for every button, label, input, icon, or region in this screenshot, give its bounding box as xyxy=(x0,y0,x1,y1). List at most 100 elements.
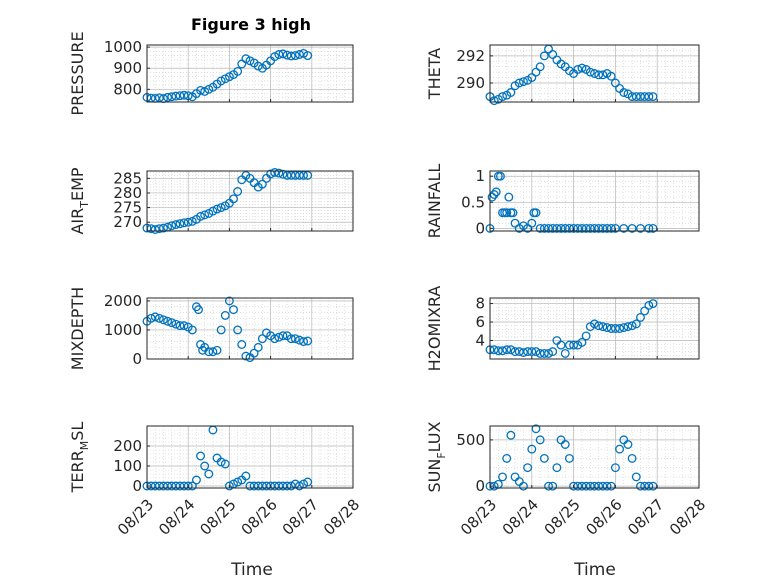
data-point xyxy=(216,76,226,86)
data-point xyxy=(598,223,608,233)
data-point xyxy=(498,92,507,102)
data-point xyxy=(183,217,193,227)
data-point xyxy=(257,334,267,344)
axes-background xyxy=(490,426,699,488)
data-point xyxy=(278,49,288,59)
data-point xyxy=(204,347,214,357)
data-point xyxy=(229,305,238,315)
data-point xyxy=(196,451,206,461)
axes-frame xyxy=(146,297,354,360)
y-tick-label: 280 xyxy=(113,184,142,202)
axes-frame xyxy=(146,44,354,103)
data-point xyxy=(552,463,562,473)
data-point xyxy=(619,88,629,97)
data-point xyxy=(527,218,537,228)
data-point xyxy=(299,337,309,347)
data-point xyxy=(544,349,553,358)
data-point xyxy=(552,223,562,233)
data-point xyxy=(270,168,280,177)
data-point xyxy=(241,351,251,361)
data-point xyxy=(544,481,553,491)
data-point xyxy=(233,477,243,487)
data-point xyxy=(171,319,181,329)
data-point xyxy=(224,481,234,491)
data-point xyxy=(527,347,537,357)
data-point xyxy=(577,337,587,347)
data-point xyxy=(535,223,545,233)
data-point xyxy=(504,192,514,202)
y-tick-label: 4 xyxy=(475,332,485,350)
data-point xyxy=(535,62,545,72)
y-tick-label: 285 xyxy=(113,169,142,187)
data-point xyxy=(594,223,604,233)
data-point xyxy=(299,48,309,58)
data-point xyxy=(224,72,234,82)
y-tick-label: 500 xyxy=(456,431,485,449)
data-point xyxy=(220,459,230,469)
axes-frame xyxy=(489,170,700,232)
data-point xyxy=(527,73,537,83)
y-tick-label: 900 xyxy=(113,59,142,77)
y-tick-label: 0 xyxy=(132,350,142,368)
y-axis-label: TERRMSL xyxy=(68,422,91,494)
data-point xyxy=(531,347,541,357)
data-point xyxy=(640,306,650,316)
data-point xyxy=(278,169,288,179)
data-point xyxy=(241,54,251,64)
data-point xyxy=(602,481,612,491)
data-point xyxy=(548,347,558,357)
data-point xyxy=(249,348,259,358)
data-point xyxy=(577,481,587,491)
data-point xyxy=(253,342,263,352)
y-axis-label: RAINFALL xyxy=(425,164,444,239)
subplot-h2omixra: 468 H2OMIXRA xyxy=(425,286,700,371)
data-point xyxy=(539,223,549,233)
y-axis-label: THETA xyxy=(425,48,444,100)
y-tick-label: 0 xyxy=(475,477,485,495)
data-point xyxy=(548,223,558,233)
data-point xyxy=(569,481,579,491)
data-point xyxy=(257,179,267,189)
data-point xyxy=(237,340,247,349)
data-point xyxy=(535,349,545,358)
data-point xyxy=(577,223,587,233)
data-point xyxy=(224,296,234,306)
x-tick-label: 08/26 xyxy=(238,496,281,539)
data-point xyxy=(598,322,608,332)
data-point xyxy=(560,223,570,233)
data-point xyxy=(163,316,173,326)
data-point xyxy=(594,481,604,491)
y-tick-label: 292 xyxy=(456,47,485,65)
y-tick-label: 8 xyxy=(475,295,485,313)
data-point xyxy=(194,305,203,315)
data-point xyxy=(648,92,658,102)
data-point xyxy=(569,223,579,233)
y-axis-label: PRESSURE xyxy=(68,31,87,115)
data-point xyxy=(290,51,300,61)
data-point xyxy=(200,210,210,220)
data-point xyxy=(644,481,654,491)
data-point xyxy=(564,340,574,350)
data-point xyxy=(303,336,313,346)
data-point xyxy=(594,70,604,80)
data-point xyxy=(590,223,599,233)
axes-frame xyxy=(146,425,354,489)
data-point xyxy=(294,50,304,59)
data-point xyxy=(523,463,533,473)
data-point xyxy=(191,475,201,485)
data-point xyxy=(294,481,304,491)
axes-frame xyxy=(489,44,700,103)
data-point xyxy=(212,345,222,355)
data-point xyxy=(644,300,654,310)
data-point xyxy=(502,208,512,218)
subplot-mixdepth: 0 1000 2000 MIXDEPTH xyxy=(68,287,354,370)
data-point xyxy=(581,331,591,341)
y-tick-label: 0 xyxy=(132,477,142,495)
x-tick-label: 08/24 xyxy=(499,496,542,539)
data-point xyxy=(585,67,595,77)
subplot-theta: 290 292 THETA xyxy=(425,44,700,106)
y-axis-label: MIXDEPTH xyxy=(68,287,87,370)
